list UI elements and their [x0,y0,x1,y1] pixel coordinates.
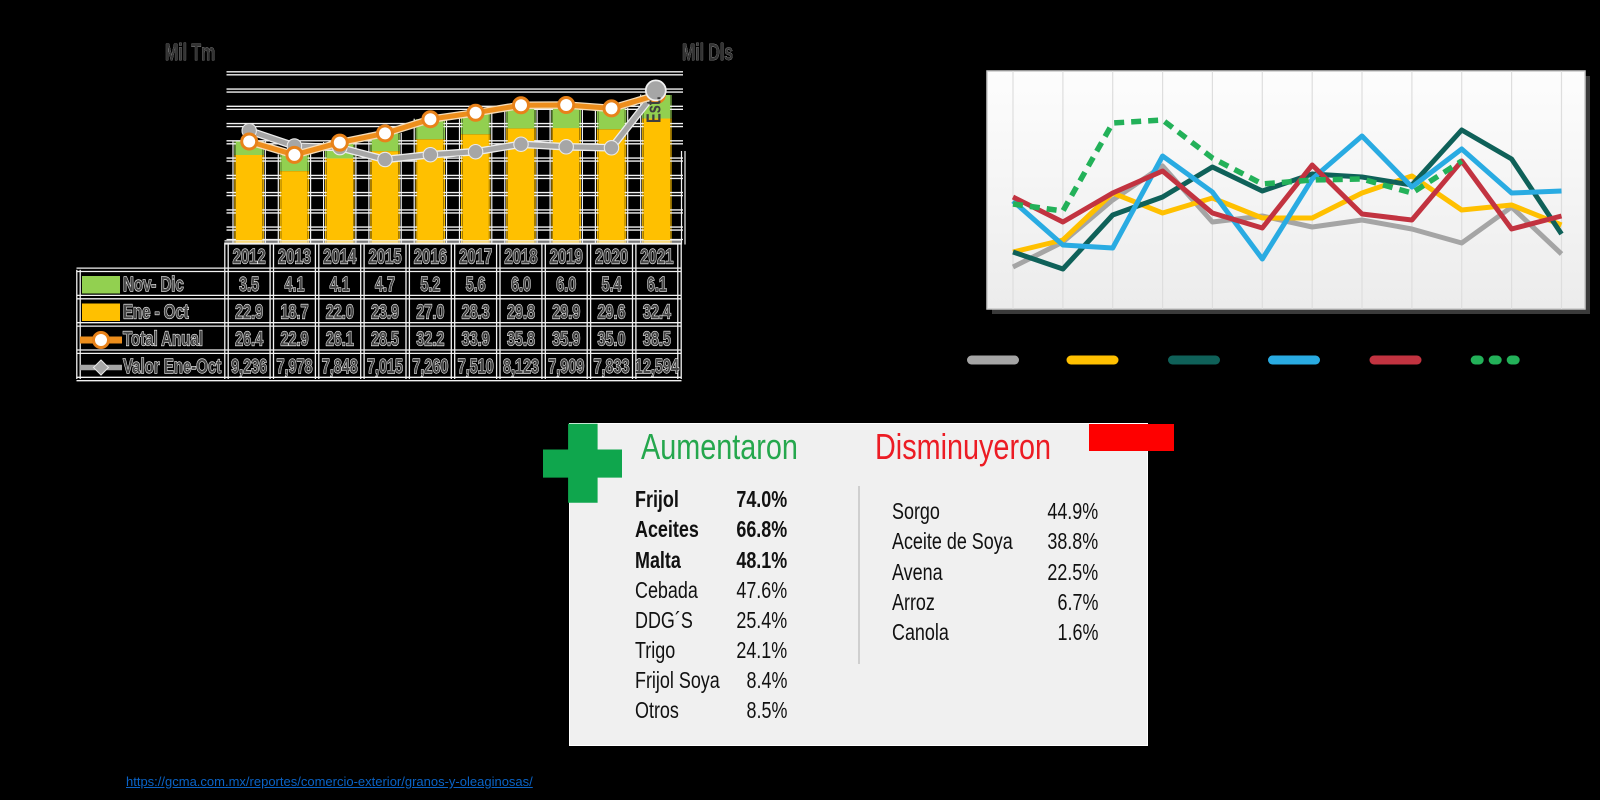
svg-text:35.0: 35.0 [598,327,626,350]
svg-text:7,260: 7,260 [412,355,448,378]
svg-text:5.2: 5.2 [420,273,440,296]
svg-text:22.0: 22.0 [326,300,354,323]
svg-text:33.9: 33.9 [462,327,490,350]
svg-text:9,236: 9,236 [231,355,267,378]
svg-text:22.9: 22.9 [235,300,263,323]
svg-text:29.8: 29.8 [507,300,535,323]
svg-text:12,594: 12,594 [635,355,679,378]
svg-text:26.1: 26.1 [326,327,354,350]
svg-text:Ene - Oct: Ene - Oct [123,300,189,323]
svg-text:35.8: 35.8 [507,327,535,350]
svg-text:5.6: 5.6 [466,273,486,296]
svg-text:22.9: 22.9 [280,327,308,350]
svg-text:7,978: 7,978 [276,355,312,378]
svg-text:7,833: 7,833 [594,355,630,378]
svg-text:28.3: 28.3 [462,300,490,323]
svg-text:Valor Ene-Oct: Valor Ene-Oct [123,355,221,378]
svg-text:6.0: 6.0 [556,273,576,296]
svg-text:23.9: 23.9 [371,300,399,323]
svg-text:2018: 2018 [504,245,537,268]
svg-text:29.6: 29.6 [598,300,626,323]
svg-text:27.0: 27.0 [416,300,444,323]
svg-text:6.0: 6.0 [511,273,531,296]
svg-text:7,510: 7,510 [458,355,494,378]
svg-text:35.9: 35.9 [552,327,580,350]
svg-text:2021: 2021 [640,245,673,268]
svg-text:2014: 2014 [323,245,357,268]
svg-text:Est.: Est. [642,96,665,123]
svg-text:2016: 2016 [414,245,447,268]
svg-text:2020: 2020 [595,245,628,268]
svg-text:32.4: 32.4 [643,300,671,323]
svg-text:7,848: 7,848 [322,355,358,378]
svg-text:Mil Tm: Mil Tm [165,40,215,66]
svg-text:28.5: 28.5 [371,327,399,350]
svg-text:18.7: 18.7 [280,300,308,323]
svg-text:29.9: 29.9 [552,300,580,323]
svg-text:5.4: 5.4 [602,273,622,296]
svg-text:4.1: 4.1 [330,273,350,296]
svg-text:2013: 2013 [278,245,311,268]
svg-text:4.7: 4.7 [375,273,395,296]
svg-text:7,909: 7,909 [548,355,584,378]
svg-text:6.1: 6.1 [647,273,667,296]
svg-text:26.4: 26.4 [235,327,263,350]
svg-text:7,015: 7,015 [367,355,403,378]
svg-text:2019: 2019 [550,245,583,268]
svg-text:Total Anual: Total Anual [123,327,203,350]
svg-text:Mil Dls: Mil Dls [682,40,733,66]
svg-text:4.1: 4.1 [284,273,304,296]
svg-text:2015: 2015 [368,245,401,268]
svg-text:38.5: 38.5 [643,327,671,350]
svg-text:32.2: 32.2 [416,327,444,350]
svg-text:Nov- Dic: Nov- Dic [123,273,184,296]
svg-text:3.5: 3.5 [239,273,259,296]
svg-text:2012: 2012 [233,245,266,268]
svg-text:8,123: 8,123 [503,355,539,378]
svg-text:2017: 2017 [459,245,492,268]
